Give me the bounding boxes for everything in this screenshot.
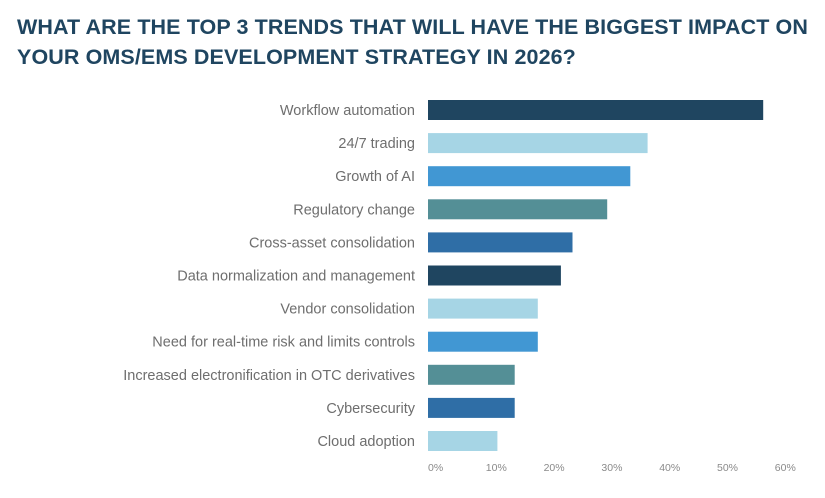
bar — [428, 397, 515, 418]
bars-group — [428, 100, 764, 451]
category-label: Cross-asset consolidation — [249, 235, 415, 251]
category-label: Cloud adoption — [317, 434, 415, 450]
x-tick-label: 60% — [775, 462, 796, 474]
bar — [428, 199, 608, 220]
category-label: Need for real-time risk and limits contr… — [152, 335, 415, 351]
category-label: Increased electronification in OTC deriv… — [123, 368, 415, 384]
x-tick-label: 50% — [717, 462, 738, 474]
x-tick-label: 0% — [428, 462, 443, 474]
category-labels: Workflow automation 24/7 trading Growth of… — [123, 103, 415, 450]
x-tick-label: 20% — [544, 462, 565, 474]
bar — [428, 100, 764, 120]
bar — [428, 331, 538, 352]
category-label: Regulatory change — [293, 202, 415, 218]
bar — [428, 232, 573, 253]
category-label: Vendor consolidation — [280, 302, 415, 318]
chart-title: WHAT ARE THE TOP 3 TRENDS THAT WILL HAVE… — [17, 15, 808, 69]
bar — [428, 265, 561, 286]
x-axis-tick-labels: 0% 10% 20% 30% 40% 50% 60% — [428, 462, 796, 474]
bar — [428, 298, 538, 319]
bar — [428, 166, 631, 187]
bar — [428, 431, 498, 451]
x-tick-label: 40% — [659, 462, 680, 474]
category-label: Growth of AI — [335, 169, 415, 185]
category-label: Cybersecurity — [326, 401, 415, 417]
category-label: 24/7 trading — [338, 136, 415, 152]
bar — [428, 133, 648, 154]
category-label: Workflow automation — [280, 103, 415, 119]
category-label: Data normalization and management — [177, 269, 415, 285]
bar — [428, 364, 515, 385]
x-tick-label: 10% — [486, 462, 507, 474]
x-tick-label: 30% — [601, 462, 622, 474]
